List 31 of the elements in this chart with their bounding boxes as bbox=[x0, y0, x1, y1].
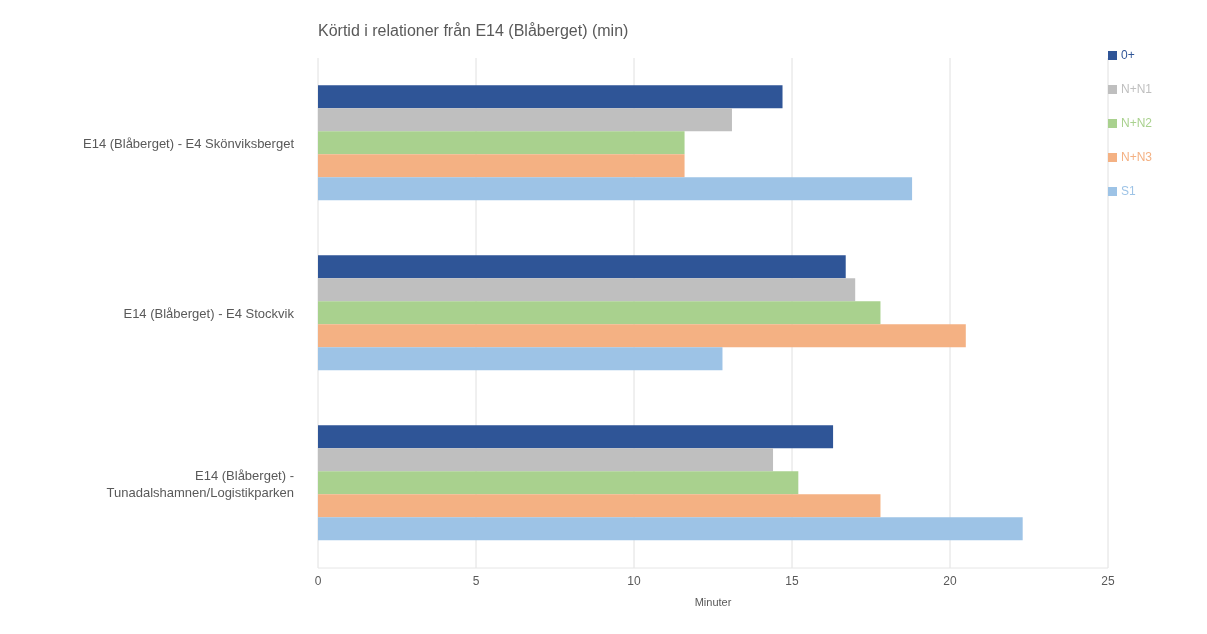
bar bbox=[318, 278, 856, 302]
bar bbox=[318, 85, 783, 109]
y-tick-label: E14 (Blåberget) - Tunadalshamnen/Logistikparken bbox=[106, 467, 294, 499]
legend-label: 0+ bbox=[1121, 48, 1135, 62]
bar bbox=[318, 347, 723, 371]
bar bbox=[318, 494, 881, 518]
chart-title: Körtid i relationer från E14 (Blåberget) (min) bbox=[318, 22, 629, 40]
x-axis-title: Minuter bbox=[694, 596, 732, 608]
bar bbox=[318, 448, 774, 472]
legend-label: S1 bbox=[1121, 184, 1136, 198]
x-tick-label: 0 bbox=[314, 573, 322, 588]
bar bbox=[318, 425, 834, 449]
bar bbox=[318, 154, 685, 178]
x-tick-label: 5 bbox=[472, 573, 480, 588]
y-tick-label: E14 (Blåberget) - E4 Skönviksberget bbox=[83, 135, 295, 151]
legend-label: N+N1 bbox=[1121, 82, 1153, 96]
bar bbox=[318, 177, 913, 201]
x-tick-label: 25 bbox=[1101, 573, 1115, 588]
legend-label: N+N3 bbox=[1121, 150, 1153, 164]
bar bbox=[318, 324, 966, 348]
bar bbox=[318, 255, 846, 279]
bar bbox=[318, 301, 881, 325]
y-tick-label: E14 (Blåberget) - E4 Stockvik bbox=[123, 305, 295, 321]
bar bbox=[318, 517, 1023, 541]
bar bbox=[318, 108, 732, 132]
bar bbox=[318, 471, 799, 495]
x-tick-label: 15 bbox=[785, 573, 799, 588]
bar bbox=[318, 131, 685, 155]
legend-label: N+N2 bbox=[1121, 116, 1153, 130]
x-tick-label: 10 bbox=[627, 573, 641, 588]
x-tick-label: 20 bbox=[943, 573, 957, 588]
